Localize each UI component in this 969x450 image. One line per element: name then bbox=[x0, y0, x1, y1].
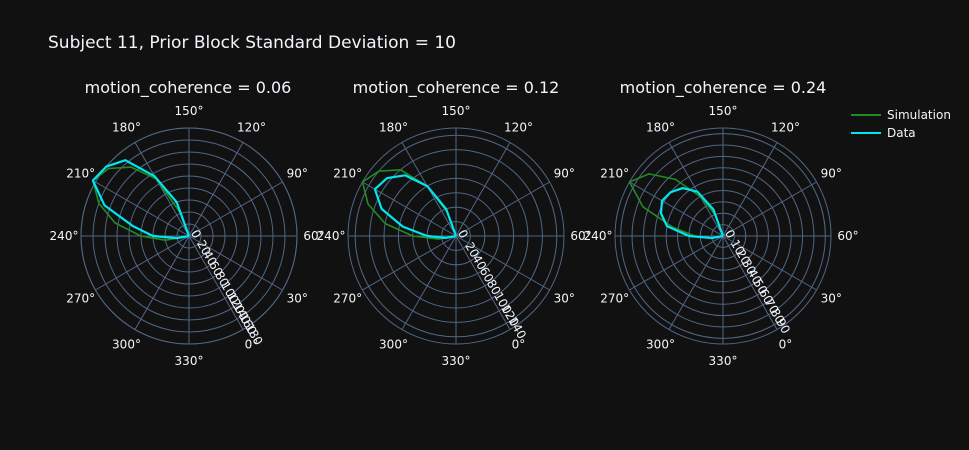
radial-tick-label-1-4: 80 bbox=[212, 269, 232, 289]
radial-tick-label-1-3: 60 bbox=[206, 258, 226, 278]
radial-tick-label-1-1: 20 bbox=[194, 238, 214, 258]
angular-tick-label-3-2: 60° bbox=[837, 229, 858, 243]
angular-grid-line-3-0 bbox=[722, 235, 778, 330]
radial-tick-label-3-6: 60 bbox=[756, 286, 776, 306]
series-line-data-2 bbox=[373, 174, 458, 239]
angular-grid-line-3-1 bbox=[722, 235, 817, 291]
angular-tick-label-3-8: 240° bbox=[584, 229, 613, 243]
radial-tick-label-3-9: 90 bbox=[773, 316, 793, 336]
angular-tick-label-2-8: 240° bbox=[317, 229, 346, 243]
angular-tick-label-1-7: 210° bbox=[66, 167, 95, 181]
angular-tick-label-2-0: 0° bbox=[512, 337, 526, 351]
radial-tick-label-3-3: 30 bbox=[739, 257, 759, 277]
angular-grid-line-2-4 bbox=[455, 142, 511, 237]
angular-grid-line-1-9 bbox=[95, 235, 190, 291]
angular-tick-label-3-6: 180° bbox=[646, 121, 675, 135]
angular-grid-line-2-0 bbox=[455, 235, 511, 330]
radial-tick-label-3-2: 20 bbox=[733, 247, 753, 267]
angular-tick-label-1-10: 300° bbox=[112, 337, 141, 351]
angular-tick-label-3-11: 330° bbox=[709, 354, 738, 368]
angular-tick-label-1-6: 180° bbox=[112, 121, 141, 135]
angular-grid-line-3-3 bbox=[722, 181, 817, 237]
angular-tick-label-2-9: 270° bbox=[333, 292, 362, 306]
angular-tick-label-2-5: 150° bbox=[442, 104, 471, 118]
angular-tick-label-3-7: 210° bbox=[600, 167, 629, 181]
radial-tick-label-2-2: 40 bbox=[469, 252, 489, 272]
radial-tick-label-2-3: 60 bbox=[477, 265, 497, 285]
angular-tick-label-2-7: 210° bbox=[333, 167, 362, 181]
subplot-title-3: motion_coherence = 0.24 bbox=[619, 78, 827, 97]
angular-tick-label-2-3: 90° bbox=[554, 167, 575, 181]
angular-tick-label-2-11: 330° bbox=[442, 354, 471, 368]
angular-grid-line-2-1 bbox=[455, 235, 550, 291]
angular-grid-line-3-9 bbox=[629, 235, 724, 291]
radial-tick-label-3-5: 50 bbox=[750, 276, 770, 296]
radial-tick-label-1-2: 40 bbox=[200, 248, 220, 268]
angular-grid-line-1-6 bbox=[134, 142, 190, 237]
angular-tick-label-3-9: 270° bbox=[600, 292, 629, 306]
angular-tick-label-3-4: 120° bbox=[771, 121, 800, 135]
angular-grid-line-3-10 bbox=[668, 235, 724, 330]
angular-tick-label-1-4: 120° bbox=[237, 121, 266, 135]
radial-tick-label-3-8: 80 bbox=[767, 306, 787, 326]
angular-grid-line-3-7 bbox=[629, 181, 724, 237]
legend-swatch-simulation bbox=[851, 114, 881, 116]
radial-tick-label-2-4: 80 bbox=[484, 277, 504, 297]
angular-grid-line-2-3 bbox=[455, 181, 550, 237]
angular-tick-label-2-1: 30° bbox=[554, 292, 575, 306]
angular-tick-label-1-1: 30° bbox=[287, 292, 308, 306]
angular-tick-label-3-1: 30° bbox=[821, 292, 842, 306]
angular-grid-line-3-4 bbox=[722, 142, 778, 237]
legend-item-data[interactable]: Data bbox=[851, 124, 966, 142]
angular-grid-line-1-7 bbox=[95, 181, 190, 237]
angular-grid-line-3-6 bbox=[668, 142, 724, 237]
legend[interactable]: Simulation Data bbox=[851, 106, 966, 142]
angular-tick-label-1-2: 60° bbox=[303, 229, 324, 243]
radial-tick-label-3-4: 40 bbox=[745, 267, 765, 287]
angular-tick-label-3-5: 150° bbox=[709, 104, 738, 118]
angular-grid-line-2-9 bbox=[362, 235, 457, 291]
angular-grid-line-1-0 bbox=[188, 235, 244, 330]
angular-grid-line-1-10 bbox=[134, 235, 190, 330]
angular-tick-label-1-0: 0° bbox=[245, 337, 259, 351]
angular-tick-label-1-3: 90° bbox=[287, 167, 308, 181]
angular-tick-label-2-10: 300° bbox=[379, 337, 408, 351]
radial-tick-label-2-1: 20 bbox=[462, 240, 482, 260]
radial-tick-label-3-1: 10 bbox=[728, 237, 748, 257]
angular-grid-line-1-4 bbox=[188, 142, 244, 237]
angular-grid-line-2-7 bbox=[362, 181, 457, 237]
legend-item-simulation[interactable]: Simulation bbox=[851, 106, 966, 124]
subplot-title-1: motion_coherence = 0.06 bbox=[84, 78, 292, 97]
angular-tick-label-1-8: 240° bbox=[50, 229, 79, 243]
angular-grid-line-1-3 bbox=[188, 181, 283, 237]
angular-tick-label-2-4: 120° bbox=[504, 121, 533, 135]
angular-tick-label-1-5: 150° bbox=[175, 104, 204, 118]
subplot-title-2: motion_coherence = 0.12 bbox=[352, 78, 560, 97]
legend-label-simulation: Simulation bbox=[887, 108, 951, 122]
legend-label-data: Data bbox=[887, 126, 916, 140]
chart-title: Subject 11, Prior Block Standard Deviati… bbox=[48, 33, 456, 53]
angular-tick-label-3-10: 300° bbox=[646, 337, 675, 351]
angular-tick-label-3-3: 90° bbox=[821, 167, 842, 181]
legend-swatch-data bbox=[851, 132, 881, 134]
angular-tick-label-2-6: 180° bbox=[379, 121, 408, 135]
angular-tick-label-2-2: 60° bbox=[570, 229, 591, 243]
angular-grid-line-2-10 bbox=[401, 235, 457, 330]
series-line-data-1 bbox=[91, 159, 191, 240]
angular-tick-label-1-9: 270° bbox=[66, 292, 95, 306]
angular-tick-label-3-0: 0° bbox=[779, 337, 793, 351]
series-line-data-3 bbox=[659, 187, 725, 240]
radial-tick-label-3-7: 70 bbox=[762, 296, 782, 316]
angular-grid-line-1-1 bbox=[188, 235, 283, 291]
angular-tick-label-1-11: 330° bbox=[175, 354, 204, 368]
